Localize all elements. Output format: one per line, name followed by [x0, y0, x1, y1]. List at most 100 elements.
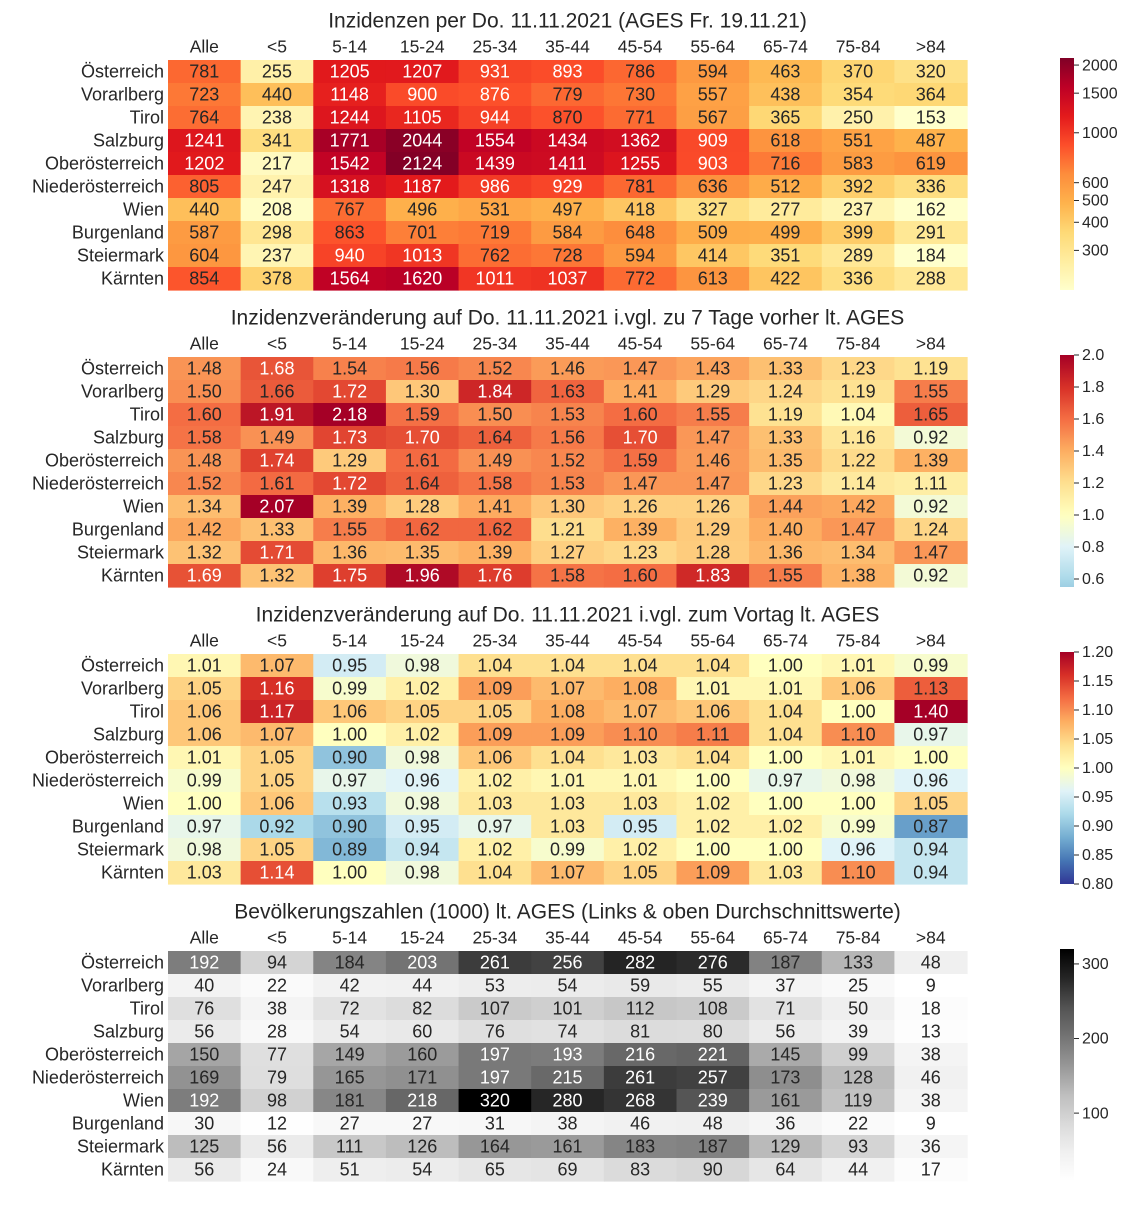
cell-value-label: 716	[770, 153, 800, 173]
cell-value-label: 94	[267, 952, 287, 972]
cell-value-label: 55	[703, 975, 723, 995]
heatmap-cell	[168, 1135, 242, 1159]
cell-value-label: 1542	[330, 153, 370, 173]
cell-value-label: 1.58	[550, 565, 585, 585]
heatmap-cell	[821, 677, 895, 701]
cell-value-label: 40	[194, 975, 214, 995]
cell-value-label: 1013	[402, 245, 442, 265]
panel-title: Inzidenzveränderung auf Do. 11.11.2021 i…	[231, 307, 905, 330]
column-label: <5	[267, 334, 287, 354]
column-label: 65-74	[763, 334, 808, 354]
heatmap-cell	[676, 769, 750, 793]
cell-value-label: 1.55	[768, 565, 803, 585]
heatmap-cell	[603, 380, 678, 404]
heatmap-cell	[603, 221, 678, 245]
cell-value-label: 1.02	[405, 724, 440, 744]
heatmap-cell	[385, 221, 460, 245]
heatmap-cell	[894, 792, 968, 816]
heatmap-cell	[749, 974, 823, 998]
cell-value-label: 18	[921, 998, 941, 1018]
heatmap-cell	[313, 426, 387, 450]
column-label: <5	[267, 37, 287, 57]
heatmap-cell	[313, 175, 387, 199]
cell-value-label: 1202	[184, 153, 224, 173]
cell-value-label: 512	[770, 176, 800, 196]
cell-value-label: 1.38	[841, 565, 876, 585]
row-label: Vorarlberg	[81, 678, 164, 698]
heatmap-cell	[603, 541, 678, 565]
cell-value-label: 44	[848, 1159, 868, 1179]
heatmap-cell	[168, 198, 242, 222]
cell-value-label: 1.53	[550, 404, 585, 424]
heatmap-cell	[531, 654, 605, 678]
cell-value-label: 1205	[330, 61, 370, 81]
column-label: Alle	[190, 37, 219, 57]
heatmap-cell	[385, 152, 460, 176]
cell-value-label: 1.04	[841, 404, 876, 424]
heatmap-cell	[313, 1135, 387, 1159]
heatmap-cell	[385, 129, 460, 153]
cell-value-label: 1.06	[332, 701, 367, 721]
heatmap-cell	[458, 152, 532, 176]
heatmap-cell	[531, 700, 605, 724]
heatmap-cell	[821, 244, 895, 268]
heatmap-cell	[168, 951, 242, 975]
heatmap-cell	[676, 60, 750, 84]
heatmap-cell	[240, 769, 314, 793]
heatmap-cell	[531, 244, 605, 268]
cell-value-label: 257	[698, 1067, 728, 1087]
row-label: Steiermark	[77, 1136, 165, 1156]
heatmap-cell	[168, 106, 242, 130]
heatmap-cell	[603, 861, 678, 885]
heatmap-cell	[894, 1020, 968, 1044]
heatmap-cell	[749, 244, 823, 268]
heatmap-cell	[458, 175, 532, 199]
heatmap-cell	[749, 1158, 823, 1182]
column-label: 55-64	[690, 37, 735, 57]
heatmap-cell	[821, 564, 895, 588]
heatmap-cell	[168, 495, 242, 519]
heatmap-cell	[168, 1020, 242, 1044]
cell-value-label: 184	[916, 245, 946, 265]
colorbar	[1060, 949, 1074, 1181]
cell-value-label: 1.03	[550, 816, 585, 836]
cell-value-label: 2.07	[259, 496, 294, 516]
cell-value-label: 0.99	[913, 655, 948, 675]
heatmap-cell	[894, 152, 968, 176]
heatmap-cell	[458, 60, 532, 84]
cell-value-label: 1.70	[405, 427, 440, 447]
heatmap-cell	[821, 1158, 895, 1182]
cell-value-label: 239	[698, 1090, 728, 1110]
heatmap-cell	[313, 83, 387, 107]
heatmap-cell	[385, 60, 460, 84]
heatmap-cell	[240, 472, 314, 496]
cell-value-label: 509	[698, 222, 728, 242]
cell-value-label: 1.05	[477, 701, 512, 721]
heatmap-cell	[894, 449, 968, 473]
heatmap-cell	[240, 267, 314, 291]
heatmap-cell	[531, 746, 605, 770]
heatmap-cell	[821, 997, 895, 1021]
cell-value-label: 1.73	[332, 427, 367, 447]
heatmap-cell	[821, 198, 895, 222]
heatmap-cell	[821, 426, 895, 450]
cell-value-label: 237	[262, 245, 292, 265]
heatmap-cell	[749, 380, 823, 404]
cell-value-label: 1.00	[913, 747, 948, 767]
column-label: Alle	[190, 631, 219, 651]
heatmap-cell	[240, 951, 314, 975]
cell-value-label: 1.39	[477, 542, 512, 562]
heatmap-cell	[894, 60, 968, 84]
cell-value-label: 59	[630, 975, 650, 995]
cell-value-label: 69	[558, 1159, 578, 1179]
heatmap-cell	[458, 974, 532, 998]
heatmap-cell	[385, 1135, 460, 1159]
cell-value-label: 1.47	[695, 427, 730, 447]
colorbar-tick-label: 0.80	[1082, 876, 1113, 893]
cell-value-label: 56	[194, 1159, 214, 1179]
colorbar-tick-label: 1.05	[1082, 731, 1113, 748]
cell-value-label: 2124	[402, 153, 442, 173]
cell-value-label: 1.04	[695, 747, 730, 767]
column-label: 15-24	[400, 928, 445, 948]
cell-value-label: 42	[340, 975, 360, 995]
